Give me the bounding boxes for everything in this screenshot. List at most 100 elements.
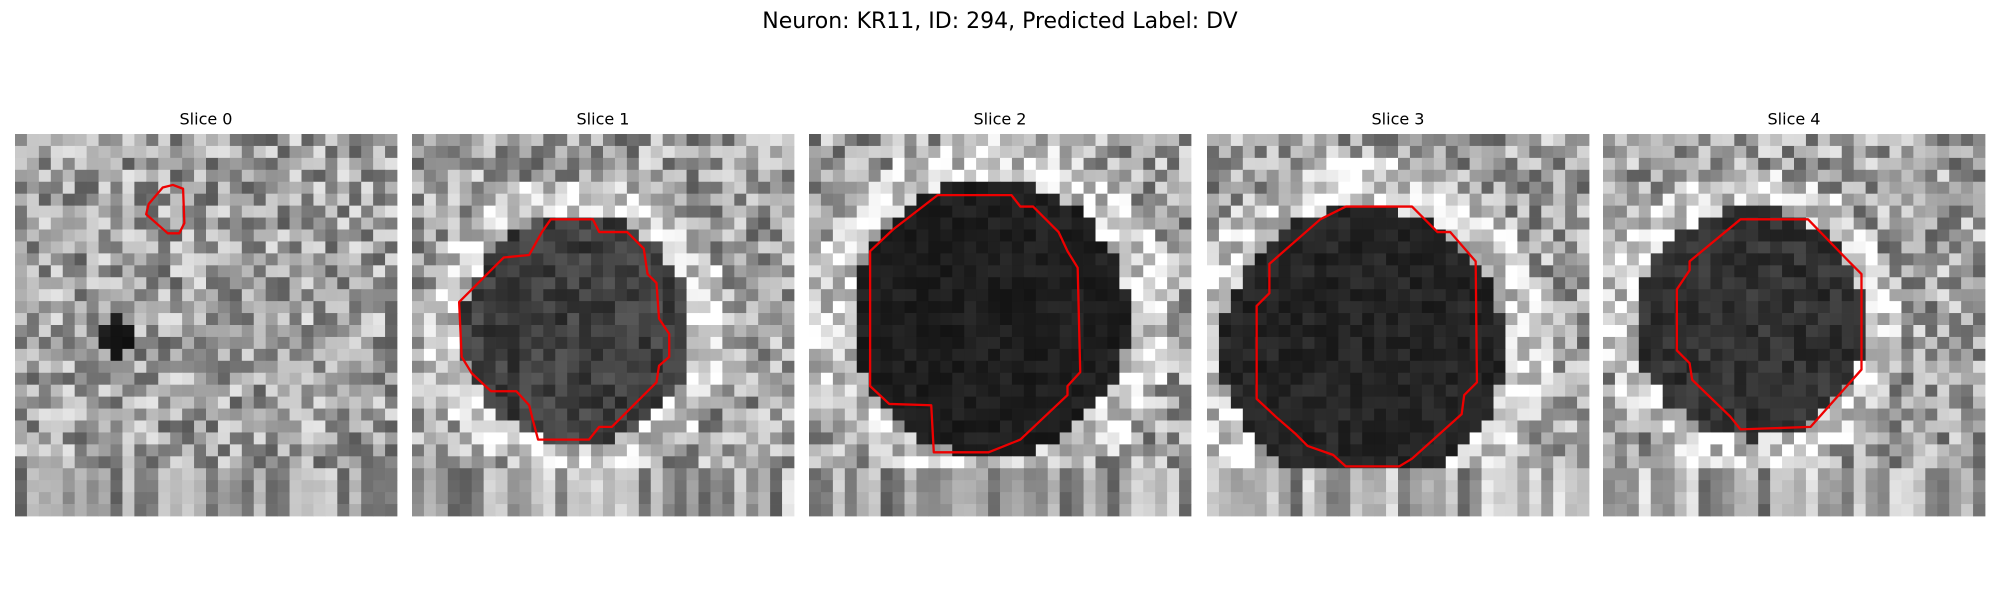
- pixel: [1409, 193, 1423, 207]
- pixel: [1409, 181, 1423, 195]
- pixel: [1638, 336, 1652, 350]
- pixel: [1650, 396, 1664, 409]
- pixel: [868, 193, 882, 207]
- pixel: [1230, 217, 1244, 230]
- pixel: [98, 265, 111, 278]
- pixel: [1782, 313, 1795, 326]
- pixel: [98, 492, 111, 505]
- pixel: [820, 432, 834, 445]
- pixel: [952, 348, 965, 362]
- pixel: [662, 217, 676, 230]
- pixel: [325, 217, 338, 230]
- pixel: [229, 420, 243, 433]
- pixel: [809, 193, 822, 207]
- pixel: [1770, 456, 1783, 469]
- pixel: [519, 408, 532, 421]
- pixel: [1350, 432, 1363, 445]
- pixel: [1179, 420, 1192, 433]
- pixel: [62, 444, 76, 457]
- pixel: [686, 432, 699, 445]
- pixel: [1035, 313, 1049, 326]
- pixel: [1083, 289, 1096, 302]
- pixel: [1529, 217, 1542, 230]
- pixel: [1000, 265, 1013, 278]
- pixel: [194, 408, 207, 421]
- pixel: [1000, 157, 1013, 171]
- pixel: [904, 325, 917, 338]
- pixel: [1445, 145, 1459, 159]
- pixel: [1853, 241, 1867, 254]
- pixel: [1746, 181, 1759, 195]
- pixel: [710, 313, 723, 326]
- pixel: [1421, 313, 1435, 326]
- pixel: [820, 217, 834, 230]
- pixel: [325, 253, 338, 266]
- pixel: [1865, 432, 1878, 445]
- pixel: [1662, 313, 1676, 326]
- pixel: [1457, 205, 1471, 218]
- pixel: [1853, 444, 1867, 457]
- pixel: [1949, 193, 1962, 207]
- pixel: [265, 408, 279, 421]
- pixel: [289, 420, 302, 433]
- pixel: [122, 229, 135, 242]
- pixel: [1901, 229, 1914, 242]
- pixel: [1457, 420, 1471, 433]
- pixel: [253, 277, 267, 290]
- pixel: [1650, 408, 1664, 421]
- pixel: [146, 265, 159, 278]
- pixel: [904, 480, 917, 493]
- pixel: [567, 169, 580, 183]
- pixel: [74, 169, 88, 183]
- pixel: [543, 289, 556, 302]
- pixel: [1674, 253, 1687, 266]
- pixel: [844, 265, 858, 278]
- pixel: [229, 492, 243, 505]
- pixel: [1266, 205, 1280, 218]
- pixel: [1626, 253, 1640, 266]
- pixel: [952, 492, 965, 505]
- pixel: [1662, 432, 1676, 445]
- pixel: [868, 372, 882, 386]
- pixel: [1059, 169, 1073, 183]
- pixel: [1071, 229, 1084, 242]
- pixel: [50, 169, 64, 183]
- pixel: [746, 241, 759, 254]
- pixel: [1179, 301, 1192, 314]
- pixel: [1457, 134, 1471, 147]
- pixel: [976, 492, 989, 505]
- pixel: [122, 145, 135, 159]
- pixel: [892, 241, 905, 254]
- pixel: [1565, 480, 1578, 493]
- pixel: [1517, 205, 1530, 218]
- pixel: [412, 313, 425, 326]
- pixel: [1071, 420, 1084, 433]
- pixel: [1770, 217, 1783, 230]
- pixel: [1541, 456, 1554, 469]
- pixel: [638, 169, 652, 183]
- pixel: [1421, 504, 1435, 517]
- pixel: [325, 432, 338, 445]
- pixel: [591, 241, 604, 254]
- pixel: [1218, 468, 1232, 481]
- pixel: [770, 169, 783, 183]
- pixel: [1071, 181, 1084, 195]
- pixel: [1961, 396, 1974, 409]
- pixel: [1421, 492, 1435, 505]
- pixel: [1493, 134, 1506, 147]
- pixel: [423, 205, 437, 218]
- pixel: [134, 157, 147, 171]
- pixel: [674, 241, 687, 254]
- pixel: [182, 289, 195, 302]
- pixel: [1650, 384, 1664, 398]
- pixel: [1973, 289, 1986, 302]
- pixel: [1841, 193, 1855, 207]
- pixel: [1865, 360, 1878, 374]
- pixel: [1218, 301, 1232, 314]
- pixel: [1083, 301, 1096, 314]
- pixel: [1505, 217, 1518, 230]
- pixel: [1853, 408, 1867, 421]
- pixel: [1734, 229, 1747, 242]
- pixel: [746, 217, 759, 230]
- pixel: [1698, 325, 1711, 338]
